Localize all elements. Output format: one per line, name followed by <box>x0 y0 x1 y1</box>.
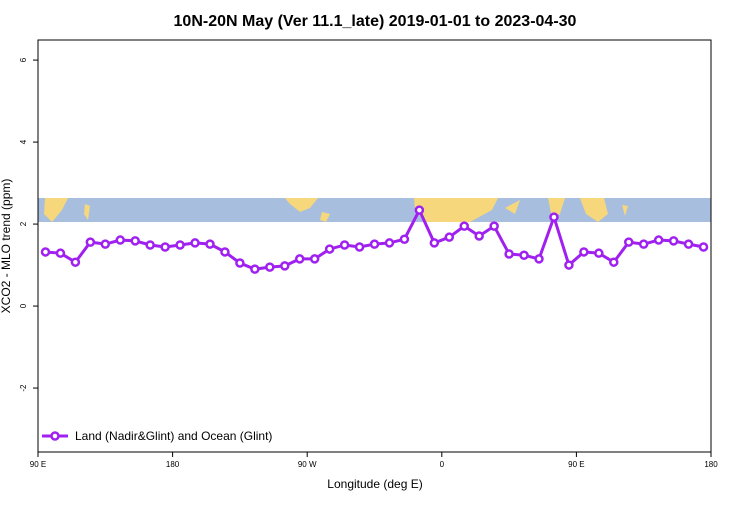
point <box>55 248 66 258</box>
y-axis-label: XCO2 - MLO trend (ppm) <box>0 179 13 314</box>
point <box>250 264 260 274</box>
point <box>653 235 664 245</box>
point <box>190 238 200 248</box>
point <box>623 237 634 247</box>
point <box>534 254 544 264</box>
x-tick-label: 0 <box>440 460 445 469</box>
point <box>40 247 51 257</box>
point <box>160 242 170 252</box>
x-tick-label: 180 <box>166 460 180 469</box>
point <box>429 238 440 248</box>
point <box>309 254 320 264</box>
point <box>683 239 694 249</box>
point <box>399 234 410 244</box>
point <box>668 236 679 246</box>
y-tick-label: 6 <box>19 57 28 62</box>
x-tick-label: 90 W <box>298 460 317 469</box>
legend-label: Land (Nadir&Glint) and Ocean (Glint) <box>75 429 272 443</box>
point <box>369 239 380 249</box>
point <box>220 247 230 257</box>
y-tick-label: 4 <box>19 139 28 144</box>
point <box>459 221 469 231</box>
point <box>609 257 619 267</box>
point <box>175 240 185 250</box>
point <box>354 242 365 252</box>
point <box>265 262 275 272</box>
legend-marker <box>50 431 60 441</box>
y-tick-label: 0 <box>19 303 28 308</box>
point <box>549 212 559 222</box>
point <box>444 232 455 242</box>
point <box>280 261 290 271</box>
point <box>235 258 245 268</box>
y-tick-label: 2 <box>19 221 28 226</box>
y-tick-label: -2 <box>19 384 28 392</box>
x-tick-label: 180 <box>704 460 718 469</box>
point <box>414 205 425 215</box>
point <box>504 249 514 259</box>
point <box>519 250 529 260</box>
point <box>115 235 126 245</box>
point <box>384 238 395 248</box>
point <box>594 248 604 258</box>
point <box>474 231 484 241</box>
point <box>564 260 574 270</box>
point <box>130 236 140 246</box>
x-tick-label: 90 E <box>30 460 46 469</box>
point <box>205 239 215 249</box>
plot-frame <box>37 39 712 453</box>
point <box>100 239 111 249</box>
point <box>638 239 649 249</box>
point <box>70 257 81 267</box>
point <box>489 221 499 231</box>
point <box>579 247 589 257</box>
point <box>324 244 335 254</box>
map-band <box>38 198 711 222</box>
chart-title: 10N-20N May (Ver 11.1_late) 2019-01-01 t… <box>174 13 577 30</box>
point <box>339 240 350 250</box>
x-axis-label: Longitude (deg E) <box>327 477 422 491</box>
point <box>85 237 96 247</box>
x-tick-label: 90 E <box>568 460 584 469</box>
point <box>145 240 155 250</box>
point <box>294 254 305 264</box>
point <box>698 242 709 252</box>
